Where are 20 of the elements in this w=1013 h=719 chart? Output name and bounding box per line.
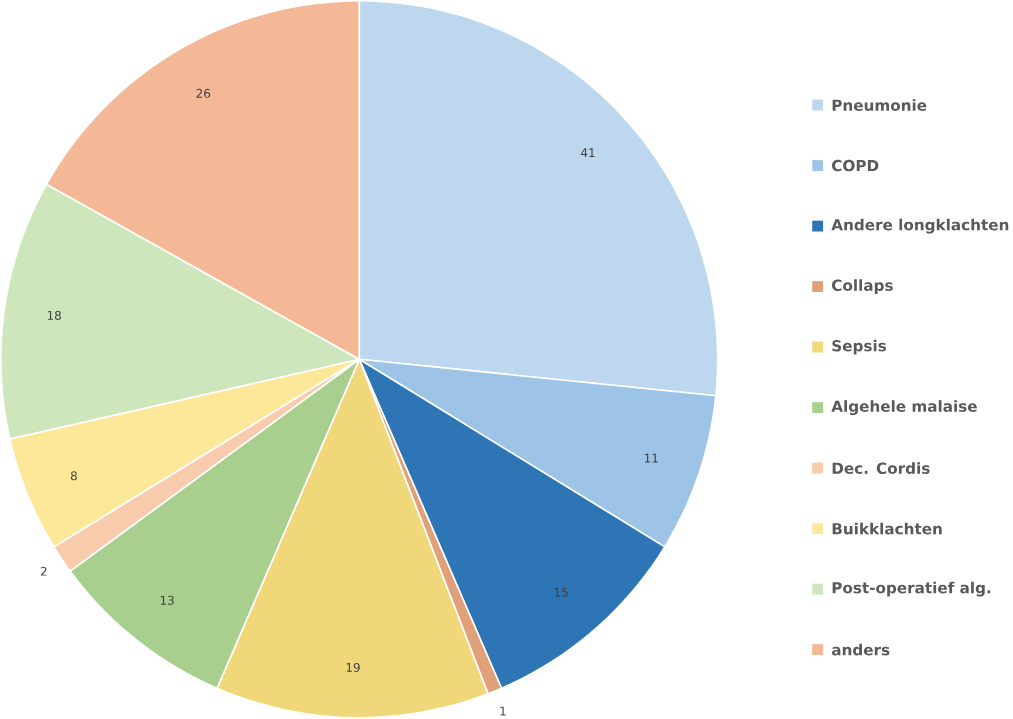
data-label: 2 <box>40 566 47 576</box>
legend-label: Post-operatief alg. <box>832 581 991 597</box>
legend-label: Algehele malaise <box>831 400 977 415</box>
data-label: 15 <box>554 587 568 597</box>
data-label: 41 <box>581 148 595 157</box>
legend-label: anders <box>831 643 890 656</box>
data-label: 8 <box>70 471 77 481</box>
legend-label: Pneumonie <box>832 99 927 111</box>
data-label: 13 <box>160 595 174 605</box>
legend-label: Buikklachten <box>832 522 942 535</box>
legend-label: Sepsis <box>832 339 887 355</box>
legend-label: Collaps <box>832 279 893 294</box>
data-label: 1 <box>500 706 506 716</box>
legend-label: Andere longklachten <box>831 218 1009 234</box>
data-label: 26 <box>196 88 211 98</box>
data-label: 18 <box>47 310 61 320</box>
data-label: 19 <box>346 662 360 672</box>
data-label: 11 <box>644 453 658 463</box>
legend-label: Dec. Cordis <box>832 462 930 474</box>
legend-label: COPD <box>832 159 879 172</box>
